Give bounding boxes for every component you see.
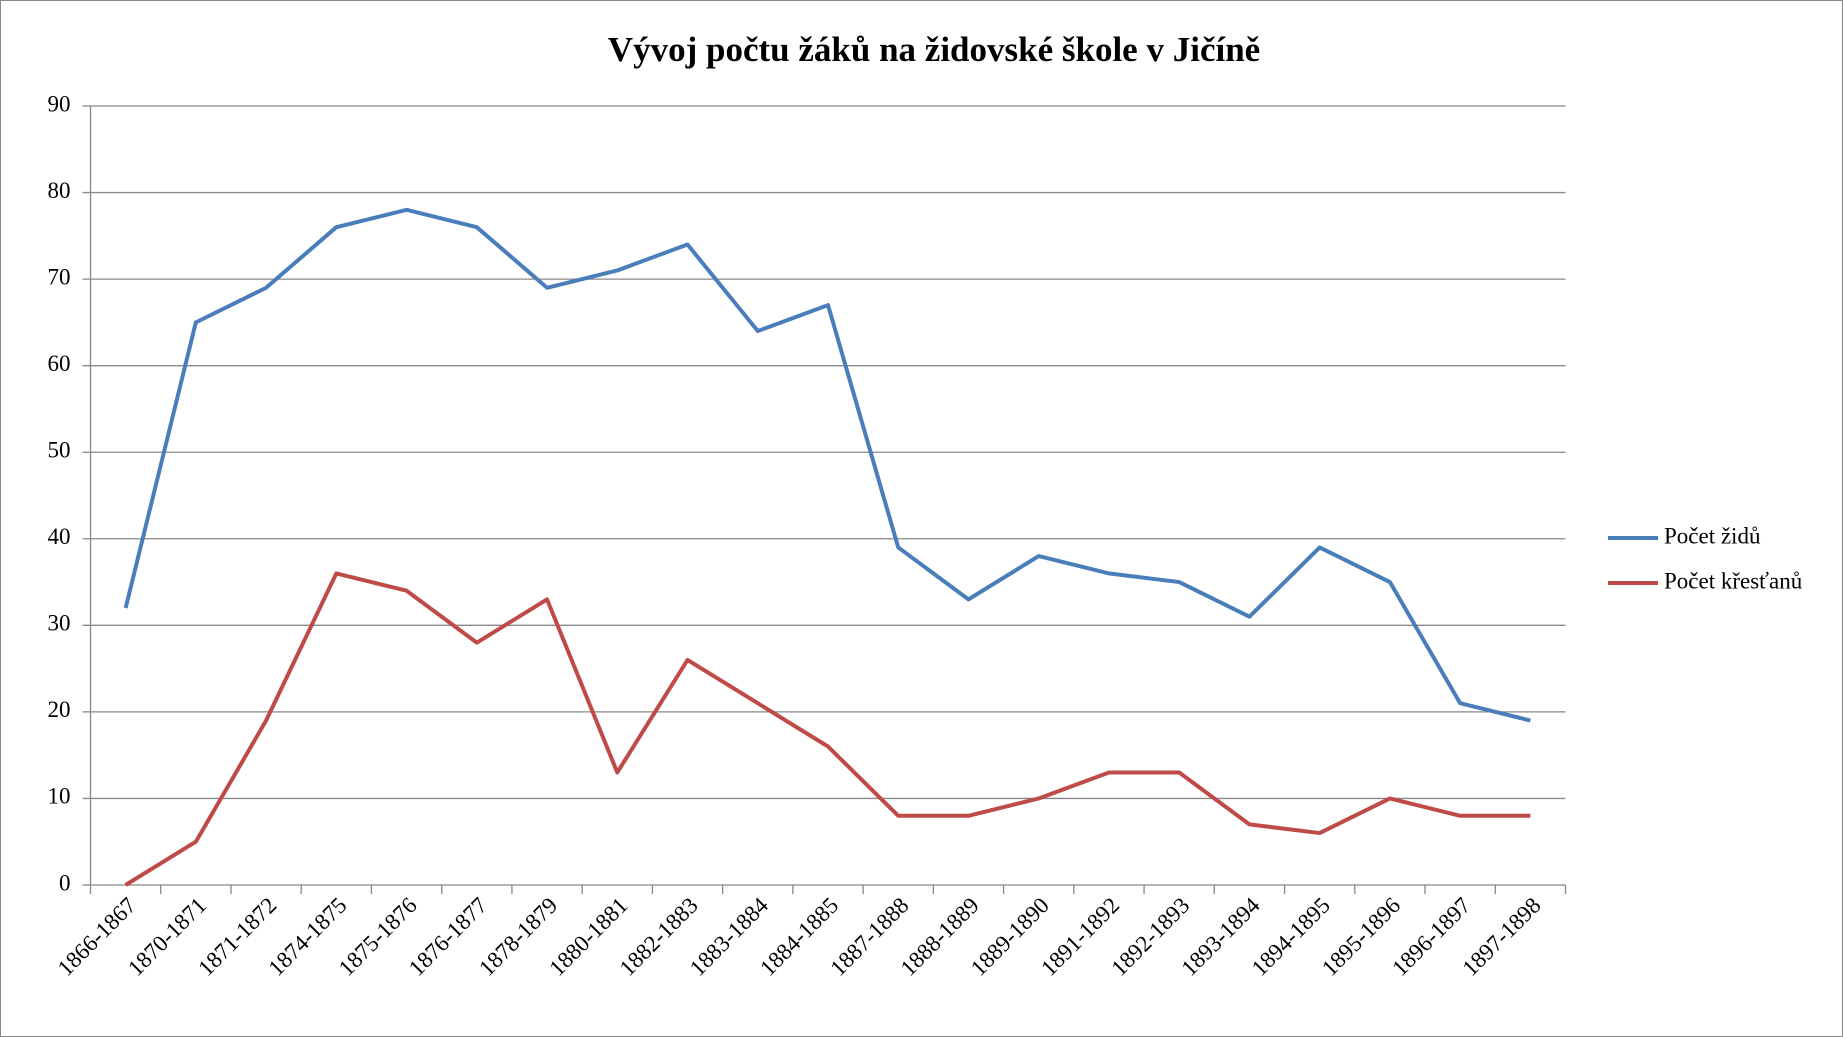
legend-label: Počet židů bbox=[1664, 523, 1761, 548]
chart-title: Vývoj počtu žáků na židovské škole v Jič… bbox=[608, 30, 1260, 69]
y-tick-label: 50 bbox=[48, 438, 71, 463]
y-tick-label: 60 bbox=[48, 351, 71, 376]
series-line bbox=[123, 207, 1531, 723]
y-tick-label: 80 bbox=[48, 178, 71, 203]
series-line bbox=[124, 571, 1531, 887]
y-tick-label: 20 bbox=[48, 697, 71, 722]
legend-label: Počet křesťanů bbox=[1664, 568, 1803, 593]
y-tick-label: 30 bbox=[48, 611, 71, 636]
y-tick-label: 10 bbox=[48, 784, 71, 809]
y-tick-label: 90 bbox=[48, 91, 71, 116]
y-tick-label: 40 bbox=[48, 524, 71, 549]
y-tick-label: 70 bbox=[48, 264, 71, 289]
y-tick-label: 0 bbox=[59, 870, 71, 895]
